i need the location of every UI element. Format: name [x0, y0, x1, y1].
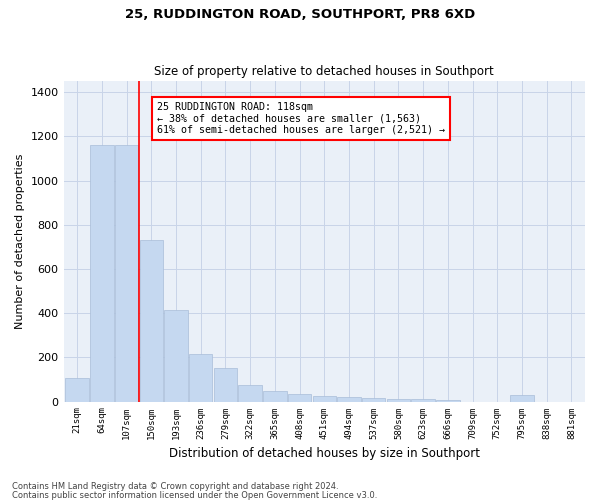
Text: 25, RUDDINGTON ROAD, SOUTHPORT, PR8 6XD: 25, RUDDINGTON ROAD, SOUTHPORT, PR8 6XD	[125, 8, 475, 20]
Bar	[214, 368, 237, 402]
Bar	[65, 378, 89, 402]
Bar	[386, 398, 410, 402]
X-axis label: Distribution of detached houses by size in Southport: Distribution of detached houses by size …	[169, 447, 480, 460]
Bar	[164, 310, 188, 402]
Text: 25 RUDDINGTON ROAD: 118sqm
← 38% of detached houses are smaller (1,563)
61% of s: 25 RUDDINGTON ROAD: 118sqm ← 38% of deta…	[157, 102, 445, 135]
Y-axis label: Number of detached properties: Number of detached properties	[15, 154, 25, 329]
Bar	[337, 397, 361, 402]
Bar	[313, 396, 336, 402]
Bar	[189, 354, 212, 402]
Text: Contains public sector information licensed under the Open Government Licence v3: Contains public sector information licen…	[12, 490, 377, 500]
Bar	[140, 240, 163, 402]
Bar	[263, 390, 287, 402]
Bar	[362, 398, 385, 402]
Bar	[90, 145, 113, 402]
Bar	[115, 145, 139, 402]
Bar	[436, 400, 460, 402]
Bar	[238, 385, 262, 402]
Text: Contains HM Land Registry data © Crown copyright and database right 2024.: Contains HM Land Registry data © Crown c…	[12, 482, 338, 491]
Bar	[288, 394, 311, 402]
Bar	[510, 395, 534, 402]
Bar	[412, 400, 435, 402]
Title: Size of property relative to detached houses in Southport: Size of property relative to detached ho…	[154, 66, 494, 78]
